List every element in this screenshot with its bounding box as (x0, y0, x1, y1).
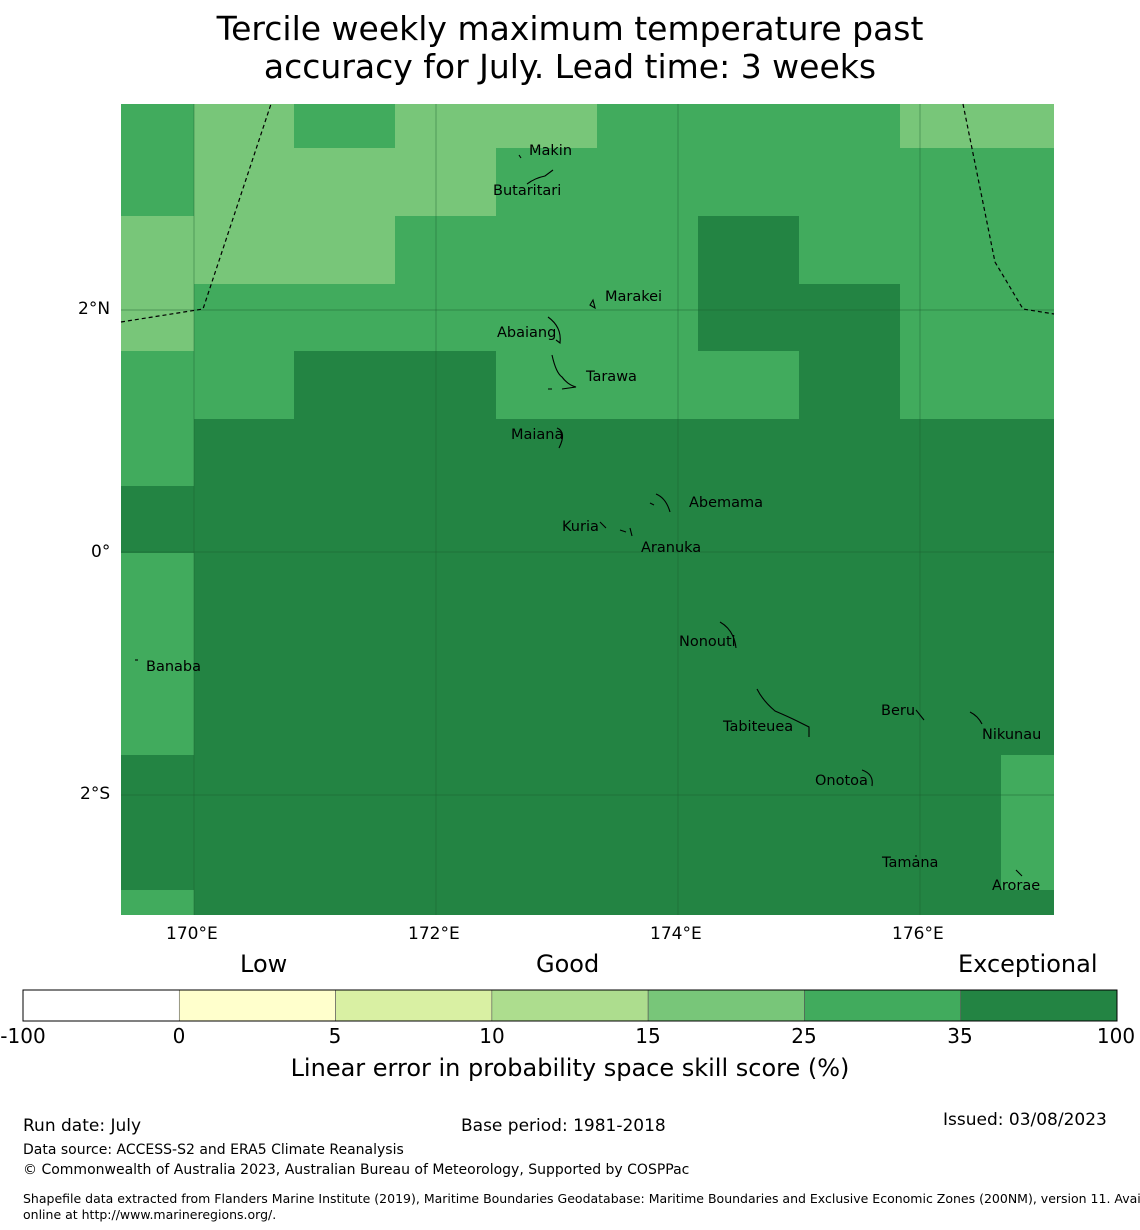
lat-label-2n: 2°N (78, 299, 111, 319)
island-onotoa (861, 769, 873, 787)
lat-label-2s: 2°S (80, 784, 111, 804)
island-butaritari (526, 169, 554, 185)
lon-label-172e: 172°E (408, 924, 460, 944)
island-maiana (556, 427, 564, 449)
run-date: Run date: July (23, 1116, 142, 1136)
place-label-abaiang: Abaiang (497, 325, 556, 341)
colorbar-tick: 10 (479, 1024, 505, 1048)
colorbar-tick: 100 (1096, 1024, 1136, 1048)
colorbar-segment (804, 989, 962, 1022)
island-arorae (1015, 869, 1023, 877)
lon-label-174e: 174°E (650, 924, 702, 944)
island-nonouti (719, 621, 737, 649)
colorbar-segment (335, 989, 493, 1022)
shapefile-credit-line-2: online at http://www.marineregions.org/. (23, 1207, 277, 1222)
place-label-onotoa: Onotoa (815, 773, 868, 789)
place-label-nonouti: Nonouti (679, 634, 736, 650)
place-label-butaritari: Butaritari (493, 183, 561, 199)
data-source: Data source: ACCESS-S2 and ERA5 Climate … (23, 1142, 404, 1158)
island-makin (518, 154, 522, 159)
island-aranuka (619, 527, 633, 537)
cells-good-high (121, 104, 1054, 915)
graticule (121, 104, 1054, 915)
place-label-maiana: Maiana (511, 427, 563, 443)
colorbar-segment (491, 989, 649, 1022)
skill-map: Makin Butaritari Marakei Abaiang Tarawa … (120, 103, 1055, 915)
lon-label-170e: 170°E (166, 924, 218, 944)
place-label-tamana: Tamana (881, 855, 938, 871)
base-period: Base period: 1981-2018 (461, 1116, 666, 1136)
copyright: © Commonwealth of Australia 2023, Austra… (23, 1162, 690, 1178)
colorbar-tick: -100 (0, 1024, 46, 1048)
colorbar-heading-good: Good (536, 950, 600, 978)
place-label-abemama: Abemama (689, 495, 763, 511)
place-label-kuria: Kuria (562, 519, 599, 535)
place-label-makin: Makin (529, 143, 572, 159)
colorbar-segments (22, 989, 1118, 1022)
lon-label-176e: 176°E (892, 924, 944, 944)
colorbar-label: Linear error in probability space skill … (290, 1054, 850, 1082)
colorbar-segment (22, 989, 180, 1022)
island-beru (915, 709, 925, 721)
colorbar-segment (178, 989, 336, 1022)
shapefile-credit-line-1: Shapefile data extracted from Flanders M… (23, 1191, 1140, 1206)
colorbar-frame (22, 989, 1118, 1022)
colorbar-tick: 35 (947, 1024, 973, 1048)
place-label-nikunau: Nikunau (982, 727, 1041, 743)
place-label-marakei: Marakei (605, 289, 662, 305)
colorbar-tick: 25 (791, 1024, 817, 1048)
island-kuria (599, 521, 607, 529)
lat-label-0: 0° (91, 542, 111, 562)
title-line-2: accuracy for July. Lead time: 3 weeks (263, 47, 877, 86)
cells-good-low (121, 104, 1054, 351)
island-marakei (589, 298, 596, 310)
colorbar-segment (647, 989, 805, 1022)
place-label-tarawa: Tarawa (585, 369, 637, 385)
island-nikunau (969, 711, 983, 725)
title-line-1: Tercile weekly maximum temperature past (216, 9, 924, 48)
eez-boundary (120, 103, 1055, 323)
place-label-aranuka: Aranuka (641, 540, 701, 556)
place-label-tabiteuea: Tabiteuea (722, 719, 793, 735)
place-label-arorae: Arorae (992, 878, 1040, 894)
island-outlines (135, 154, 1023, 877)
colorbar-heading-exceptional: Exceptional (958, 950, 1098, 978)
island-abemama (649, 493, 671, 513)
island-tarawa (548, 354, 577, 390)
map-title: Tercile weekly maximum temperature past … (0, 10, 1140, 86)
island-tabiteuea (756, 688, 810, 737)
colorbar-tick: 5 (328, 1024, 342, 1048)
issued-date: Issued: 03/08/2023 (943, 1110, 1107, 1130)
colorbar-tick: 15 (635, 1024, 661, 1048)
colorbar-segment (960, 989, 1118, 1022)
place-label-beru: Beru (881, 703, 915, 719)
colorbar-tick: 0 (172, 1024, 186, 1048)
place-label-banaba: Banaba (146, 659, 201, 675)
island-abaiang (547, 316, 561, 345)
colorbar-heading-low: Low (240, 950, 288, 978)
